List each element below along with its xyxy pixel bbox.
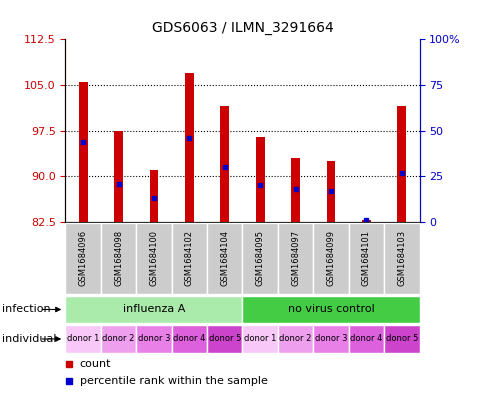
Text: GSM1684098: GSM1684098 xyxy=(114,230,123,286)
Bar xyxy=(348,325,383,353)
Text: influenza A: influenza A xyxy=(122,305,185,314)
Title: GDS6063 / ILMN_3291664: GDS6063 / ILMN_3291664 xyxy=(151,22,333,35)
Bar xyxy=(184,73,194,222)
Bar xyxy=(101,325,136,353)
Text: GSM1684100: GSM1684100 xyxy=(149,230,158,286)
Bar xyxy=(220,106,229,222)
Bar xyxy=(290,158,300,222)
Text: percentile rank within the sample: percentile rank within the sample xyxy=(79,376,267,386)
Bar xyxy=(255,137,264,222)
Text: donor 1: donor 1 xyxy=(67,334,99,343)
Text: count: count xyxy=(79,359,111,369)
Bar xyxy=(171,325,207,353)
Bar xyxy=(348,223,383,294)
Text: donor 5: donor 5 xyxy=(208,334,241,343)
Bar xyxy=(277,325,313,353)
Text: donor 1: donor 1 xyxy=(243,334,276,343)
Text: GSM1684096: GSM1684096 xyxy=(78,230,88,286)
Bar xyxy=(65,296,242,323)
Bar xyxy=(277,223,313,294)
Bar xyxy=(313,325,348,353)
Bar xyxy=(114,130,123,222)
Text: donor 2: donor 2 xyxy=(102,334,135,343)
Bar xyxy=(313,223,348,294)
Bar xyxy=(136,325,171,353)
Text: donor 3: donor 3 xyxy=(137,334,170,343)
Text: GSM1684102: GSM1684102 xyxy=(184,230,194,286)
Text: GSM1684101: GSM1684101 xyxy=(361,230,370,286)
Text: GSM1684097: GSM1684097 xyxy=(290,230,300,286)
Text: GSM1684095: GSM1684095 xyxy=(255,230,264,286)
Bar xyxy=(65,325,101,353)
Bar xyxy=(101,223,136,294)
Text: donor 3: donor 3 xyxy=(314,334,347,343)
Bar xyxy=(383,325,419,353)
Bar xyxy=(242,223,277,294)
Bar xyxy=(149,170,158,222)
Bar xyxy=(242,325,277,353)
Text: no virus control: no virus control xyxy=(287,305,374,314)
Text: donor 4: donor 4 xyxy=(173,334,205,343)
Bar xyxy=(65,223,101,294)
Bar xyxy=(383,223,419,294)
Bar xyxy=(207,223,242,294)
Text: GSM1684099: GSM1684099 xyxy=(326,230,335,286)
Bar xyxy=(207,325,242,353)
Text: infection: infection xyxy=(2,305,51,314)
Text: individual: individual xyxy=(2,334,57,344)
Text: donor 2: donor 2 xyxy=(279,334,311,343)
Text: GSM1684104: GSM1684104 xyxy=(220,230,229,286)
Bar xyxy=(396,106,406,222)
Text: donor 4: donor 4 xyxy=(349,334,382,343)
Bar xyxy=(361,220,370,222)
Text: GSM1684103: GSM1684103 xyxy=(396,230,406,286)
Bar xyxy=(136,223,171,294)
Bar xyxy=(171,223,207,294)
Bar xyxy=(242,296,419,323)
Bar xyxy=(326,161,335,222)
Text: donor 5: donor 5 xyxy=(385,334,417,343)
Bar xyxy=(78,82,88,222)
